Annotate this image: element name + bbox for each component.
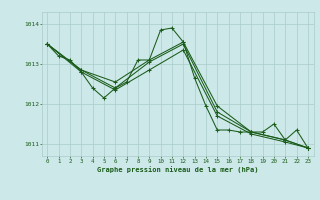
X-axis label: Graphe pression niveau de la mer (hPa): Graphe pression niveau de la mer (hPa) bbox=[97, 167, 258, 173]
